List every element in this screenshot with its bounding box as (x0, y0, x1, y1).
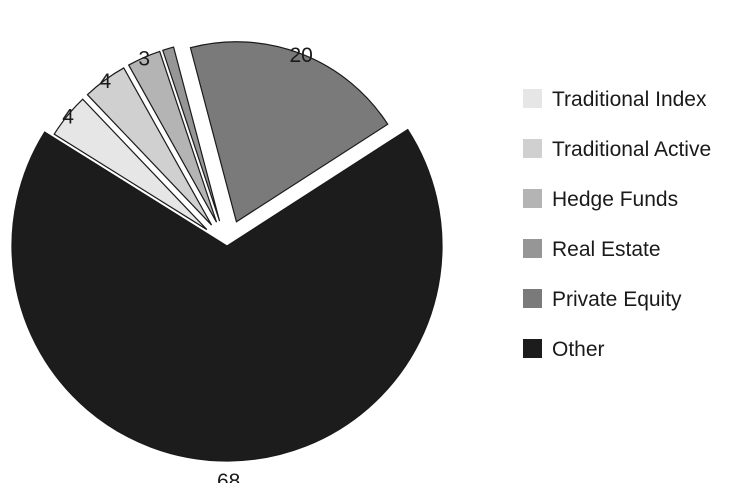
legend-swatch-other (523, 339, 542, 358)
legend-label-hedge-funds: Hedge Funds (552, 188, 678, 211)
legend-swatch-traditional-active (523, 139, 542, 158)
pie-slice-traditional-active (86, 67, 213, 226)
slice-label-hedge-funds: 3 (138, 47, 150, 70)
slice-labels: 4 4 3 20 68 (62, 44, 313, 483)
legend-swatch-hedge-funds (523, 189, 542, 208)
pie-slice-real-estate (161, 46, 221, 222)
slice-label-other: 68 (217, 470, 240, 483)
slice-label-traditional-index: 4 (62, 105, 74, 128)
legend-swatch-real-estate (523, 239, 542, 258)
legend-label-other: Other (552, 338, 605, 361)
legend-label-traditional-index: Traditional Index (552, 88, 707, 111)
pie-slice-traditional-index (53, 98, 208, 231)
legend-swatch-traditional-index (523, 89, 542, 108)
legend: Traditional Index Traditional Active Hedge… (523, 88, 711, 361)
pie-slices (11, 41, 443, 462)
slice-label-private-equity: 20 (289, 44, 312, 67)
pie-slice-hedge-funds (127, 50, 218, 223)
legend-label-traditional-active: Traditional Active (552, 138, 711, 161)
pie-slice-other (11, 128, 443, 462)
legend-swatch-private-equity (523, 289, 542, 308)
pie-slice-private-equity (189, 41, 389, 223)
slice-label-traditional-active: 4 (100, 70, 112, 93)
legend-label-private-equity: Private Equity (552, 288, 682, 311)
legend-label-real-estate: Real Estate (552, 238, 661, 261)
